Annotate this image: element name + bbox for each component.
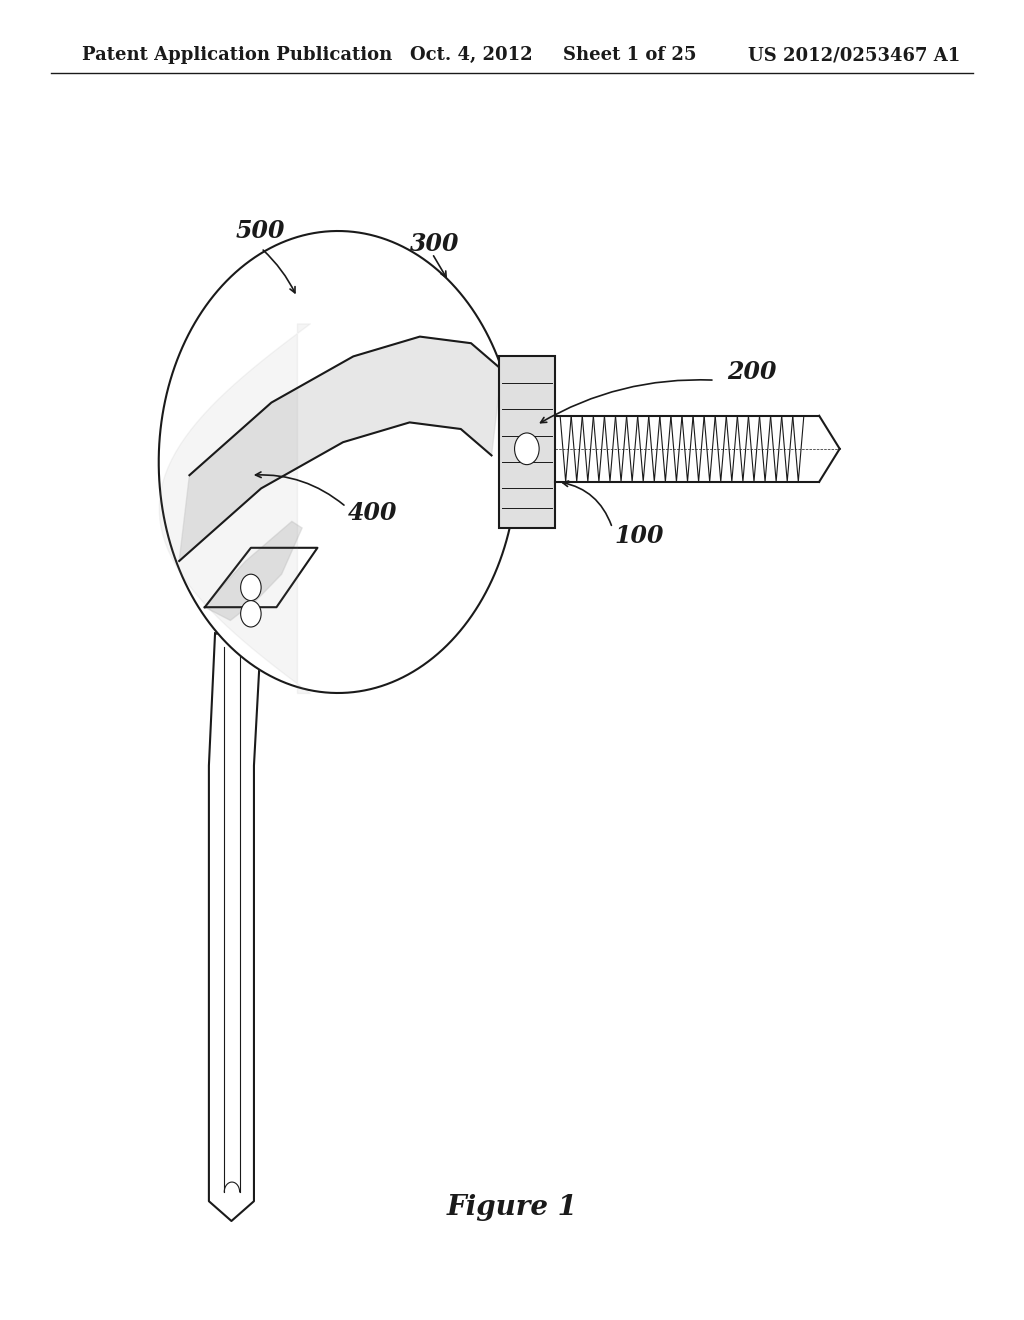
Text: 300: 300 <box>410 232 459 256</box>
Text: 100: 100 <box>614 524 664 548</box>
Circle shape <box>514 433 539 465</box>
Polygon shape <box>209 634 261 1221</box>
Text: Oct. 4, 2012: Oct. 4, 2012 <box>410 46 532 65</box>
Text: Figure 1: Figure 1 <box>446 1195 578 1221</box>
Text: 200: 200 <box>727 360 776 384</box>
Text: Sheet 1 of 25: Sheet 1 of 25 <box>563 46 696 65</box>
Text: US 2012/0253467 A1: US 2012/0253467 A1 <box>748 46 959 65</box>
Polygon shape <box>159 231 517 693</box>
Polygon shape <box>205 548 317 607</box>
Text: 400: 400 <box>348 502 397 525</box>
Polygon shape <box>499 356 555 528</box>
Text: 500: 500 <box>236 219 285 243</box>
Polygon shape <box>179 337 502 561</box>
Circle shape <box>241 601 261 627</box>
Text: Patent Application Publication: Patent Application Publication <box>82 46 392 65</box>
Circle shape <box>241 574 261 601</box>
Polygon shape <box>205 521 302 620</box>
